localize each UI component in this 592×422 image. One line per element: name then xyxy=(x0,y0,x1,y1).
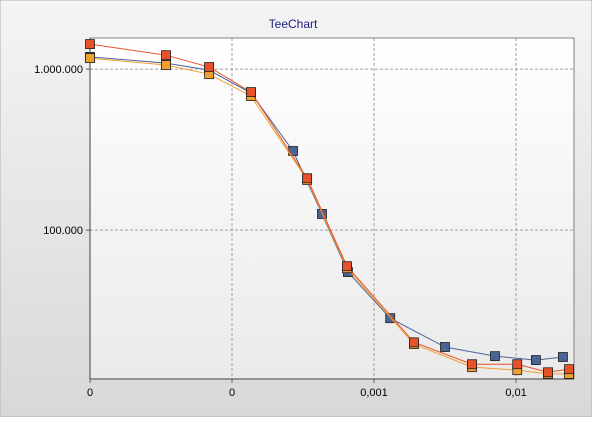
marker xyxy=(288,146,298,156)
marker xyxy=(440,342,450,352)
marker xyxy=(85,53,95,64)
marker xyxy=(512,359,523,370)
marker xyxy=(409,337,419,348)
marker xyxy=(161,50,171,61)
marker xyxy=(467,359,477,370)
x-tick-label: 0 xyxy=(229,387,235,399)
marker xyxy=(530,355,541,365)
marker xyxy=(385,313,396,324)
marker xyxy=(564,364,574,375)
marker xyxy=(302,173,313,184)
plot-area xyxy=(89,37,575,380)
marker xyxy=(246,87,256,97)
marker xyxy=(543,367,553,378)
x-tick-label: 0,001 xyxy=(360,387,388,399)
marker xyxy=(490,351,500,362)
marker xyxy=(204,62,215,72)
y-tick-label: 1.000.000 xyxy=(34,64,83,76)
x-tick-label: 0,01 xyxy=(505,387,526,399)
marker xyxy=(85,39,95,49)
marker xyxy=(342,261,352,272)
chart-title: TeeChart xyxy=(269,17,318,31)
series-line xyxy=(89,56,564,361)
marker xyxy=(558,352,568,362)
y-tick-label: 100.000 xyxy=(43,225,83,237)
x-tick-label: 0 xyxy=(87,387,93,399)
marker xyxy=(161,60,171,70)
